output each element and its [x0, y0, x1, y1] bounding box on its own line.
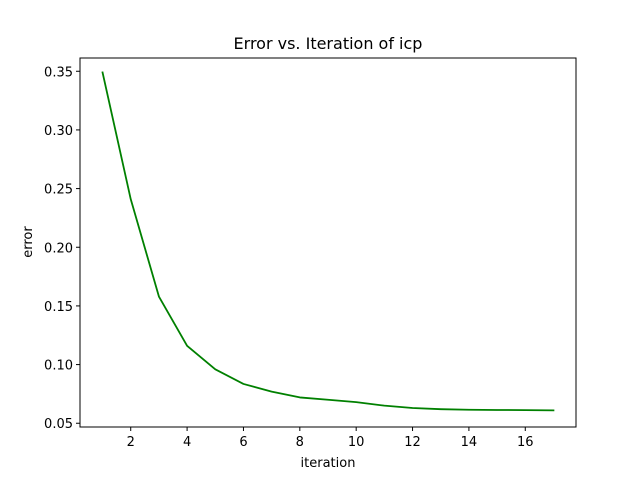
x-tick-label: 4: [183, 435, 191, 450]
x-tick-label: 6: [239, 435, 247, 450]
x-axis-ticks: 2 4 6 8 10 12 14 16: [127, 427, 534, 450]
x-tick-label: 12: [404, 435, 421, 450]
x-axis-label: iteration: [301, 456, 356, 471]
y-tick-label: 0.15: [44, 300, 73, 315]
axes-frame: [79, 57, 577, 428]
plot-area: [101, 71, 555, 412]
y-tick-label: 0.30: [44, 124, 73, 139]
y-tick-label: 0.35: [44, 65, 73, 80]
y-axis-ticks: 0.05 0.10 0.15 0.20 0.25 0.30 0.35: [44, 65, 80, 432]
x-tick-label: 10: [348, 435, 365, 450]
x-tick-label: 14: [461, 435, 478, 450]
x-tick-label: 16: [517, 435, 534, 450]
y-axis-label: error: [21, 226, 36, 258]
y-tick-label: 0.20: [44, 241, 73, 256]
series-line: [101, 71, 555, 412]
chart-title: Error vs. Iteration of icp: [234, 34, 423, 53]
y-tick-label: 0.10: [44, 359, 73, 374]
x-tick-label: 2: [127, 435, 135, 450]
x-tick-label: 8: [296, 435, 304, 450]
y-tick-label: 0.25: [44, 183, 73, 198]
y-tick-label: 0.05: [44, 417, 73, 432]
